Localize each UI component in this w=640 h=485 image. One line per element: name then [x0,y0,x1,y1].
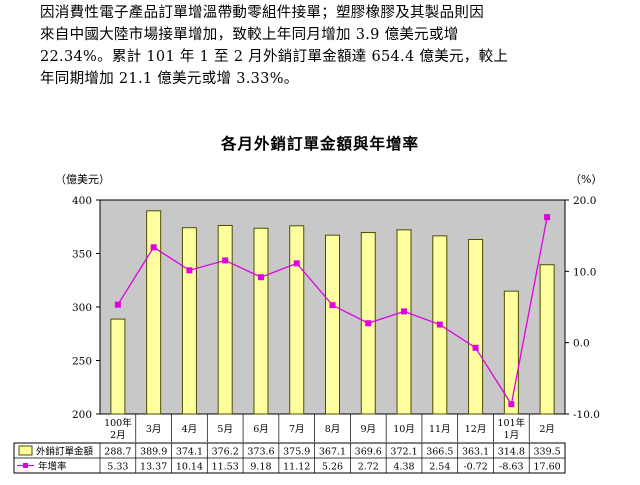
category-label: 5月 [217,424,233,435]
line-point [222,257,229,264]
legend-line-marker [23,463,28,468]
left-axis-tick-label: 400 [72,195,92,207]
line-point [472,344,479,351]
bar [396,229,412,415]
category-label: 1月 [504,430,520,441]
bar [325,234,340,415]
paragraph-line: 年同期增加 21.1 億美元或增 3.33%。 [40,71,299,87]
legend-label: 年增率 [38,461,67,473]
data-label: 5.33 [107,462,128,473]
line-point [329,302,336,309]
data-label: 17.60 [534,462,561,473]
chart-title: 各月外銷訂單金額與年增率 [220,134,419,153]
line-point [186,267,193,274]
category-label: 4月 [182,424,198,435]
bar [289,225,305,415]
left-axis-unit: （億美元） [55,173,110,186]
data-label: 373.6 [247,447,274,458]
right-axis-unit: （%） [570,173,603,186]
legend-bar-swatch [18,445,33,456]
data-label: 13.37 [140,462,167,473]
data-label: 369.6 [355,447,382,458]
line-point [544,214,551,221]
data-label: 389.9 [140,447,167,458]
category-label: 100年 [104,417,132,429]
category-label: 11月 [429,424,451,435]
data-label: 5.26 [322,462,343,473]
data-label: 2.72 [358,462,379,473]
category-label: 101年 [498,417,526,429]
data-label: 366.5 [426,447,453,458]
line-point [436,321,443,328]
category-label: 2月 [110,430,126,441]
data-label: 288.7 [104,447,131,458]
paragraph-line: 因消費性電子產品訂單增溫帶動零組件接單；塑膠橡膠及其製品則因 [40,5,484,21]
right-axis-tick-label: 0.0 [573,338,590,350]
data-label: 339.5 [534,447,561,458]
paragraph-line: 來自中國大陸市場接單增加，致較上年同月增加 3.9 億美元或增 [40,27,459,43]
data-label: 372.1 [390,447,417,458]
data-label: 367.1 [319,447,346,458]
bar [539,264,555,415]
data-label: 11.12 [283,462,310,473]
data-label: 2.54 [429,462,450,473]
right-axis-tick-label: -10.0 [573,409,600,421]
data-label: 363.1 [462,447,489,458]
data-label: 374.1 [176,447,203,458]
category-label: 6月 [253,424,269,435]
bar [181,227,197,415]
left-axis-tick-label: 250 [72,356,92,368]
summary-paragraph: 因消費性電子產品訂單增溫帶動零組件接單；塑膠橡膠及其製品則因 來自中國大陸市場接… [40,2,615,90]
data-label: 314.8 [498,447,525,458]
left-axis-tick-label: 350 [72,249,92,261]
data-label: -8.63 [499,462,523,473]
left-axis-tick-label: 200 [72,409,92,421]
data-label: -0.72 [463,462,487,473]
data-label: 11.53 [212,462,239,473]
paragraph-line: 22.34%。累計 101 年 1 至 2 月外銷訂單金額達 654.4 億美元… [40,49,509,65]
line-point [257,274,264,281]
data-label: 375.9 [283,447,310,458]
category-label: 9月 [360,424,376,435]
bar [146,210,162,415]
bar [110,318,126,415]
line-point [293,260,300,267]
data-label: 10.14 [176,462,203,473]
right-axis-tick-label: 20.0 [573,195,596,207]
line-point [365,320,372,327]
bar [217,224,233,415]
bar [468,238,484,415]
data-label: 9.18 [250,462,271,473]
line-point [401,308,408,315]
legend-label: 外銷訂單金額 [36,446,94,458]
data-label: 376.2 [212,447,239,458]
data-label: 4.38 [393,462,414,473]
category-label: 7月 [289,424,305,435]
line-point [114,301,121,308]
category-label: 2月 [539,424,555,435]
category-label: 8月 [325,424,341,435]
left-axis-tick-label: 300 [72,302,92,314]
bar [253,227,269,415]
line-point [150,244,157,251]
category-label: 12月 [465,424,487,435]
category-label: 10月 [393,424,415,435]
line-point [508,401,515,408]
category-label: 3月 [146,424,162,435]
right-axis-tick-label: 10.0 [573,266,596,278]
